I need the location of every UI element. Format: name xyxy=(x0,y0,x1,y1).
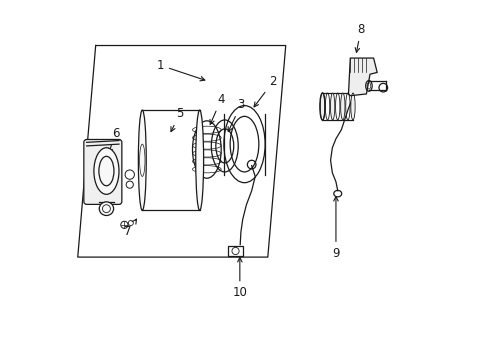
Text: 10: 10 xyxy=(232,257,247,300)
Ellipse shape xyxy=(94,148,119,194)
Ellipse shape xyxy=(330,93,334,120)
Text: 4: 4 xyxy=(209,93,224,124)
Ellipse shape xyxy=(99,202,113,216)
Bar xyxy=(227,246,243,256)
Ellipse shape xyxy=(195,110,203,211)
Polygon shape xyxy=(348,58,376,96)
Text: 5: 5 xyxy=(171,107,183,131)
Text: 9: 9 xyxy=(331,197,339,260)
Text: 8: 8 xyxy=(354,23,364,52)
Text: 1: 1 xyxy=(156,59,204,81)
Text: 7: 7 xyxy=(124,219,136,238)
FancyBboxPatch shape xyxy=(83,139,122,204)
Text: 3: 3 xyxy=(228,98,244,131)
Text: 6: 6 xyxy=(108,127,119,153)
Ellipse shape xyxy=(350,93,354,120)
Ellipse shape xyxy=(138,110,146,211)
Ellipse shape xyxy=(340,93,344,120)
Text: 2: 2 xyxy=(254,75,276,107)
Ellipse shape xyxy=(320,93,324,120)
